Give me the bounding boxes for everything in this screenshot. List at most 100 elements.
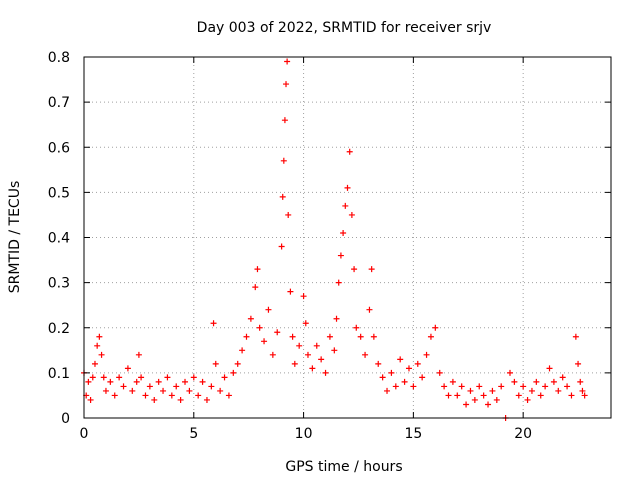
data-point [120, 383, 127, 390]
data-point [190, 374, 197, 381]
data-point [353, 324, 360, 331]
data-point [287, 288, 294, 295]
data-point [326, 333, 333, 340]
data-point [515, 392, 522, 399]
data-point [186, 387, 193, 394]
data-point [579, 387, 586, 394]
data-point [85, 378, 92, 385]
data-point [278, 243, 285, 250]
data-point [269, 351, 276, 358]
data-point [542, 383, 549, 390]
data-point [401, 378, 408, 385]
data-point [239, 347, 246, 354]
data-point [559, 374, 566, 381]
data-point [419, 374, 426, 381]
data-point [289, 333, 296, 340]
data-point [151, 396, 158, 403]
data-point [485, 401, 492, 408]
data-point [203, 396, 210, 403]
data-point [362, 351, 369, 358]
data-point [87, 396, 94, 403]
data-point [247, 315, 254, 322]
data-point [568, 392, 575, 399]
y-tick-label: 0.4 [48, 231, 70, 247]
data-point [91, 360, 98, 367]
y-tick-label: 0.7 [48, 95, 70, 111]
data-point [388, 369, 395, 376]
data-point [379, 374, 386, 381]
data-point [520, 383, 527, 390]
data-point [533, 378, 540, 385]
data-point [564, 383, 571, 390]
y-tick-label: 0.5 [48, 185, 70, 201]
data-point [555, 387, 562, 394]
data-point [524, 396, 531, 403]
data-point [368, 266, 375, 273]
data-point [318, 356, 325, 363]
data-point [331, 347, 338, 354]
y-tick-label: 0 [61, 411, 70, 427]
data-point [102, 387, 109, 394]
x-tick-label: 5 [189, 426, 198, 442]
data-point [208, 383, 215, 390]
data-point [199, 378, 206, 385]
data-point [344, 184, 351, 191]
data-point [405, 365, 412, 372]
data-point [528, 387, 535, 394]
data-point [304, 351, 311, 358]
data-point [322, 369, 329, 376]
data-point [135, 351, 142, 358]
data-point [449, 378, 456, 385]
data-point [281, 117, 288, 124]
data-point [445, 392, 452, 399]
data-point [392, 383, 399, 390]
data-point [346, 148, 353, 155]
data-point [476, 383, 483, 390]
data-point [252, 284, 259, 291]
data-point [427, 333, 434, 340]
y-tick-label: 0.1 [48, 366, 70, 382]
x-tick-label: 0 [80, 426, 89, 442]
data-point [284, 58, 291, 65]
data-point [414, 360, 421, 367]
data-point [285, 211, 292, 218]
y-axis-label: SRMTID / TECUs [7, 181, 23, 294]
data-point [124, 365, 131, 372]
data-point [550, 378, 557, 385]
data-point [577, 378, 584, 385]
data-point [458, 383, 465, 390]
data-point [89, 374, 96, 381]
data-point [291, 360, 298, 367]
data-point [261, 338, 268, 345]
data-point [489, 387, 496, 394]
data-point [572, 333, 579, 340]
data-point [160, 387, 167, 394]
chart-title: Day 003 of 2022, SRMTID for receiver srj… [197, 20, 492, 36]
data-point [283, 81, 290, 88]
data-points [81, 58, 588, 421]
data-point [300, 293, 307, 300]
data-point [441, 383, 448, 390]
data-point [168, 392, 175, 399]
data-point [111, 392, 118, 399]
data-point [129, 387, 136, 394]
data-point [537, 392, 544, 399]
data-point [243, 333, 250, 340]
data-point [366, 306, 373, 313]
data-point [280, 157, 287, 164]
data-point [351, 266, 358, 273]
data-point [138, 374, 145, 381]
data-point [309, 365, 316, 372]
data-point [463, 401, 470, 408]
data-point [511, 378, 518, 385]
y-tick-label: 0.6 [48, 140, 70, 156]
data-point [274, 329, 281, 336]
data-point [498, 383, 505, 390]
data-point [581, 392, 588, 399]
y-tick-label: 0.8 [48, 50, 70, 66]
data-point [348, 211, 355, 218]
data-point [254, 266, 261, 273]
x-tick-label: 15 [404, 426, 422, 442]
data-point [467, 387, 474, 394]
